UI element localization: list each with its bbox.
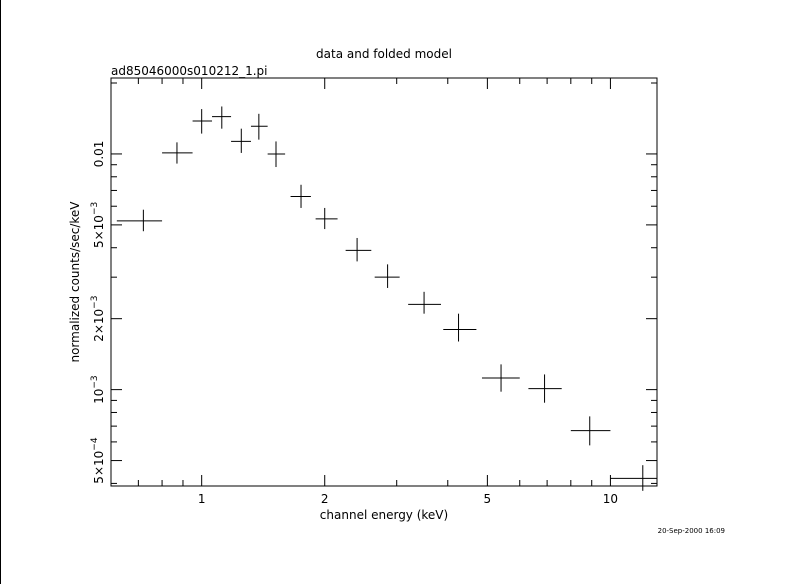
data-point [231,128,251,153]
x-tick-label: 1 [198,492,206,506]
data-point [250,113,268,140]
chart-title: data and folded model [316,47,452,61]
plot-timestamp: 20-Sep-2000 16:09 [658,527,725,535]
chart-subtitle: ad85046000s010212_1.pi [111,64,268,78]
data-point [408,291,441,314]
y-axis-ticks: 5×10−4 10−3 2×10−3 5×10−3 0.01 [90,82,657,484]
window-edge [0,0,1,584]
data-points [116,106,657,491]
y-tick-label: 2×10−3 [90,296,106,342]
data-point [267,141,286,168]
data-point [345,237,372,262]
x-tick-label: 2 [321,492,329,506]
data-point [443,313,477,342]
data-point [192,109,213,134]
data-point [570,416,611,446]
plot-frame [110,77,658,487]
y-tick-label: 10−3 [90,375,106,404]
x-tick-label: 5 [484,492,492,506]
y-tick-label: 5×10−3 [90,202,106,248]
data-point [162,142,193,164]
data-point [481,364,520,392]
y-axis-label: normalized counts/sec/keV [68,201,82,363]
data-point [116,209,163,232]
y-tick-label: 5×10−4 [90,437,106,484]
x-axis-ticks: 1 2 5 10 [110,78,618,506]
data-point [212,106,232,129]
x-tick-label: 10 [603,492,618,506]
data-point [374,264,400,288]
data-point [290,184,311,208]
data-point [610,465,657,491]
y-tick-label: 0.01 [92,141,106,168]
x-axis-label: channel energy (keV) [320,508,448,522]
data-point [315,207,338,230]
data-point [528,374,562,403]
